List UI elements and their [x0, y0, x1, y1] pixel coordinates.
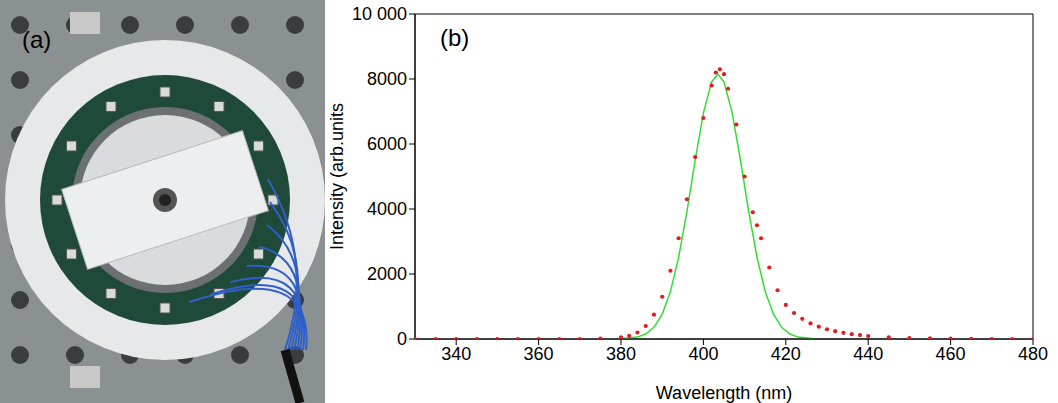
svg-text:Intensity (arb.units: Intensity (arb.units — [327, 103, 347, 250]
svg-text:4000: 4000 — [367, 199, 407, 219]
svg-text:(a): (a) — [22, 26, 51, 53]
svg-text:360: 360 — [524, 344, 554, 364]
svg-text:Wavelength (nm): Wavelength (nm) — [656, 383, 792, 403]
svg-text:2000: 2000 — [367, 264, 407, 284]
svg-text:420: 420 — [771, 344, 801, 364]
svg-text:440: 440 — [853, 344, 883, 364]
svg-text:10 000: 10 000 — [352, 4, 407, 24]
svg-text:8000: 8000 — [367, 69, 407, 89]
svg-text:480: 480 — [1018, 344, 1048, 364]
svg-text:6000: 6000 — [367, 134, 407, 154]
svg-text:380: 380 — [606, 344, 636, 364]
svg-text:400: 400 — [688, 344, 718, 364]
svg-text:460: 460 — [936, 344, 966, 364]
svg-text:0: 0 — [397, 329, 407, 349]
svg-text:340: 340 — [441, 344, 471, 364]
html-text:(b): (b) — [440, 24, 470, 51]
